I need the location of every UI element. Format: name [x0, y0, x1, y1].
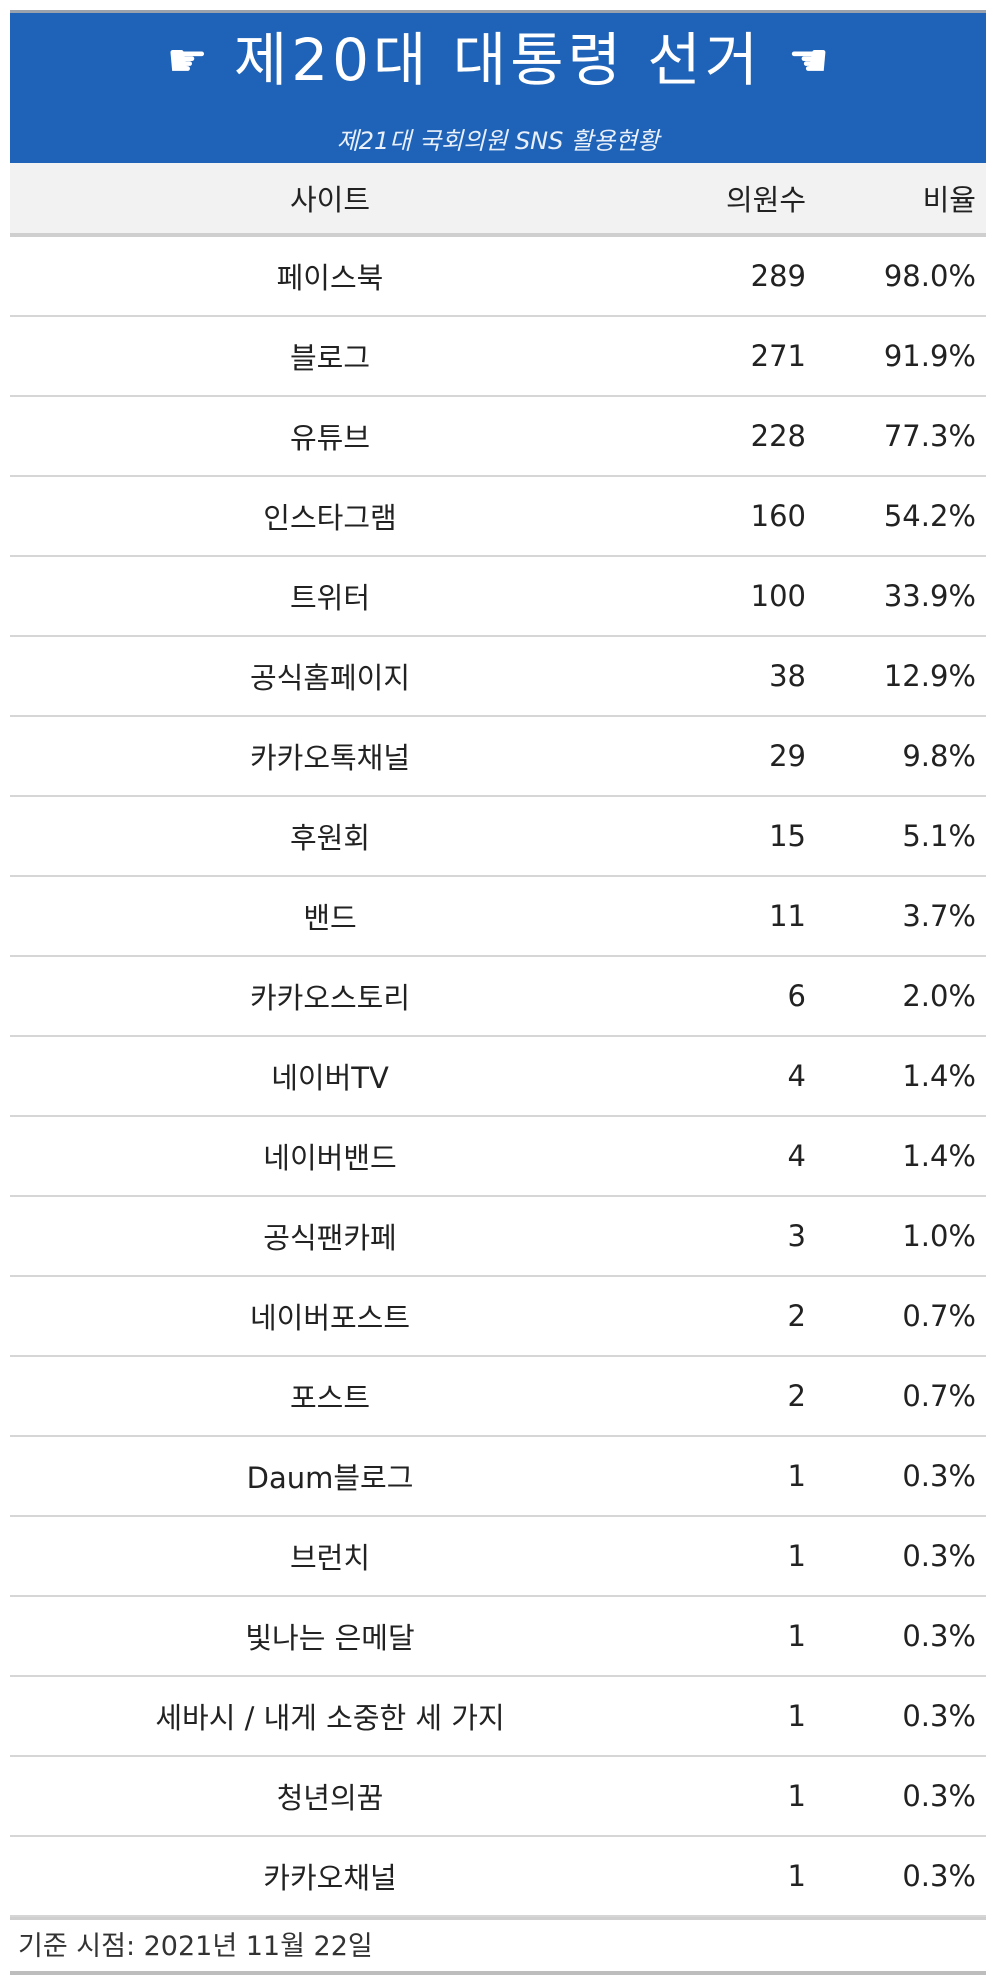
- cell-rate: 12.9%: [830, 636, 986, 717]
- cell-site: 청년의꿈: [10, 1756, 650, 1837]
- cell-site: 빛나는 은메달: [10, 1596, 650, 1677]
- table-body: 페이스북 289 98.0% 블로그 271 91.9% 유튜브 228 77.3% 인스타그램 1…: [10, 235, 986, 1917]
- cell-site: 후원회: [10, 796, 650, 877]
- table-row: 브런치 1 0.3%: [10, 1516, 986, 1597]
- cell-rate: 5.1%: [830, 796, 986, 877]
- cell-rate: 0.7%: [830, 1276, 986, 1357]
- cell-rate: 0.3%: [830, 1836, 986, 1917]
- cell-site: 블로그: [10, 316, 650, 397]
- sns-usage-panel: ☛ 제20대 대통령 선거 ☛ 제21대 국회의원 SNS 활용현황 사이트 의…: [10, 10, 986, 1975]
- cell-rate: 0.3%: [830, 1596, 986, 1677]
- cell-count: 228: [650, 396, 830, 477]
- cell-count: 3: [650, 1196, 830, 1277]
- cell-rate: 0.7%: [830, 1356, 986, 1437]
- table-row: Daum블로그 1 0.3%: [10, 1436, 986, 1517]
- cell-count: 29: [650, 716, 830, 797]
- table-row: 공식홈페이지 38 12.9%: [10, 636, 986, 717]
- cell-rate: 77.3%: [830, 396, 986, 477]
- cell-rate: 0.3%: [830, 1436, 986, 1517]
- column-header-site: 사이트: [10, 163, 650, 237]
- cell-count: 289: [650, 235, 830, 317]
- sns-usage-table: 사이트 의원수 비율 페이스북 289 98.0% 블로그 271 91.9% 유튜브 228…: [10, 163, 986, 1917]
- cell-count: 11: [650, 876, 830, 957]
- cell-count: 4: [650, 1116, 830, 1197]
- cell-count: 1: [650, 1516, 830, 1597]
- cell-count: 1: [650, 1436, 830, 1517]
- table-row: 카카오톡채널 29 9.8%: [10, 716, 986, 797]
- reference-date-note: 기준 시점: 2021년 11월 22일: [10, 1917, 986, 1975]
- table-row: 청년의꿈 1 0.3%: [10, 1756, 986, 1837]
- cell-count: 2: [650, 1356, 830, 1437]
- cell-count: 100: [650, 556, 830, 637]
- table-row: 공식팬카페 3 1.0%: [10, 1196, 986, 1277]
- pointing-hand-right-icon: ☛: [166, 33, 208, 87]
- cell-site: 인스타그램: [10, 476, 650, 557]
- table-row: 밴드 11 3.7%: [10, 876, 986, 957]
- cell-site: 포스트: [10, 1356, 650, 1437]
- cell-rate: 54.2%: [830, 476, 986, 557]
- cell-count: 1: [650, 1756, 830, 1837]
- cell-rate: 33.9%: [830, 556, 986, 637]
- cell-site: 브런치: [10, 1516, 650, 1597]
- cell-site: 카카오스토리: [10, 956, 650, 1037]
- table-row: 빛나는 은메달 1 0.3%: [10, 1596, 986, 1677]
- column-header-rate: 비율: [830, 163, 986, 237]
- cell-rate: 9.8%: [830, 716, 986, 797]
- cell-site: 페이스북: [10, 235, 650, 317]
- table-row: 네이버밴드 4 1.4%: [10, 1116, 986, 1197]
- table-row: 세바시 / 내게 소중한 세 가지 1 0.3%: [10, 1676, 986, 1757]
- cell-count: 1: [650, 1836, 830, 1917]
- cell-site: 네이버밴드: [10, 1116, 650, 1197]
- table-row: 포스트 2 0.7%: [10, 1356, 986, 1437]
- cell-rate: 1.4%: [830, 1036, 986, 1117]
- cell-site: 공식홈페이지: [10, 636, 650, 717]
- page-title: 제20대 대통령 선거: [233, 26, 763, 94]
- table-row: 페이스북 289 98.0%: [10, 235, 986, 317]
- cell-count: 1: [650, 1676, 830, 1757]
- table-row: 트위터 100 33.9%: [10, 556, 986, 637]
- table-header: 사이트 의원수 비율: [10, 163, 986, 237]
- cell-count: 1: [650, 1596, 830, 1677]
- title-banner: ☛ 제20대 대통령 선거 ☛ 제21대 국회의원 SNS 활용현황: [10, 10, 986, 163]
- cell-count: 4: [650, 1036, 830, 1117]
- header-row: 사이트 의원수 비율: [10, 163, 986, 237]
- table-row: 블로그 271 91.9%: [10, 316, 986, 397]
- cell-count: 6: [650, 956, 830, 1037]
- cell-site: 네이버TV: [10, 1036, 650, 1117]
- page-subtitle: 제21대 국회의원 SNS 활용현황: [336, 127, 660, 155]
- cell-site: 밴드: [10, 876, 650, 957]
- cell-count: 160: [650, 476, 830, 557]
- table-row: 네이버포스트 2 0.7%: [10, 1276, 986, 1357]
- pointing-hand-left-icon: ☛: [788, 33, 830, 87]
- table-row: 인스타그램 160 54.2%: [10, 476, 986, 557]
- cell-rate: 0.3%: [830, 1676, 986, 1757]
- cell-rate: 0.3%: [830, 1756, 986, 1837]
- cell-site: 공식팬카페: [10, 1196, 650, 1277]
- cell-rate: 0.3%: [830, 1516, 986, 1597]
- table-row: 카카오채널 1 0.3%: [10, 1836, 986, 1917]
- cell-site: 트위터: [10, 556, 650, 637]
- cell-rate: 98.0%: [830, 235, 986, 317]
- cell-count: 15: [650, 796, 830, 877]
- table-row: 유튜브 228 77.3%: [10, 396, 986, 477]
- cell-rate: 1.0%: [830, 1196, 986, 1277]
- cell-site: 네이버포스트: [10, 1276, 650, 1357]
- cell-site: 유튜브: [10, 396, 650, 477]
- cell-count: 38: [650, 636, 830, 717]
- cell-site: 세바시 / 내게 소중한 세 가지: [10, 1676, 650, 1757]
- cell-count: 271: [650, 316, 830, 397]
- cell-rate: 3.7%: [830, 876, 986, 957]
- table-row: 후원회 15 5.1%: [10, 796, 986, 877]
- cell-site: Daum블로그: [10, 1436, 650, 1517]
- cell-site: 카카오채널: [10, 1836, 650, 1917]
- cell-rate: 2.0%: [830, 956, 986, 1037]
- cell-site: 카카오톡채널: [10, 716, 650, 797]
- cell-rate: 1.4%: [830, 1116, 986, 1197]
- column-header-count: 의원수: [650, 163, 830, 237]
- title-row: ☛ 제20대 대통령 선거 ☛: [10, 31, 986, 89]
- table-row: 카카오스토리 6 2.0%: [10, 956, 986, 1037]
- table-row: 네이버TV 4 1.4%: [10, 1036, 986, 1117]
- cell-count: 2: [650, 1276, 830, 1357]
- cell-rate: 91.9%: [830, 316, 986, 397]
